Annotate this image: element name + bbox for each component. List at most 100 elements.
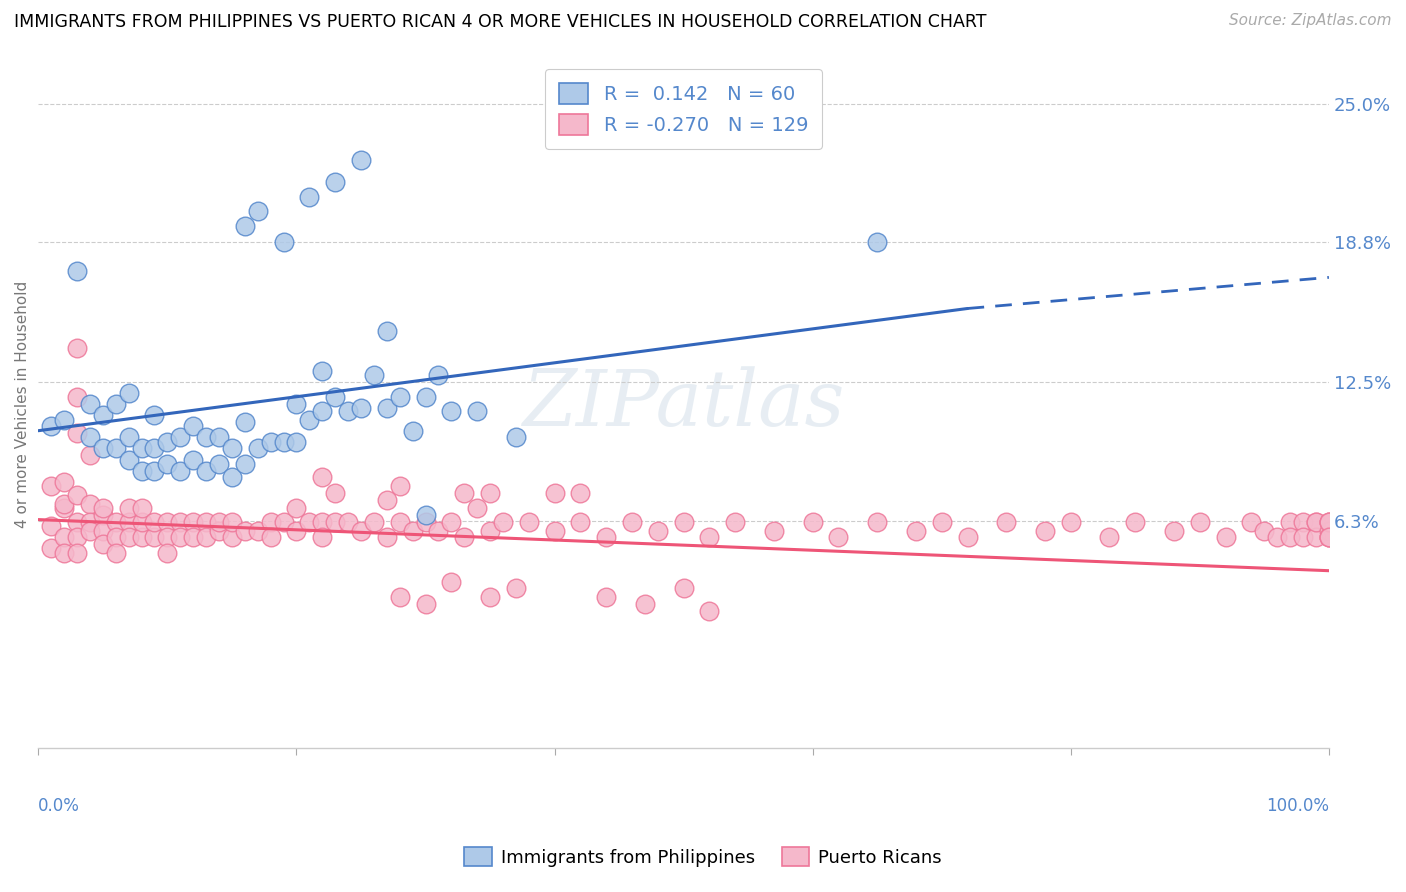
Point [246, 442, 269, 456]
Point [233, 219, 256, 234]
Point [208, 430, 231, 444]
Point [91, 537, 114, 551]
Point [66, 515, 89, 529]
Point [156, 434, 179, 449]
Point [298, 412, 321, 426]
Point [866, 515, 889, 529]
Point [415, 508, 437, 523]
Point [672, 582, 695, 596]
Point [1305, 515, 1327, 529]
Text: 100.0%: 100.0% [1265, 797, 1329, 814]
Point [505, 582, 527, 596]
Point [156, 546, 179, 560]
Point [195, 515, 218, 529]
Point [931, 515, 953, 529]
Point [465, 501, 488, 516]
Point [39, 519, 62, 533]
Point [634, 597, 657, 611]
Point [1253, 524, 1275, 538]
Point [492, 515, 515, 529]
Point [273, 515, 295, 529]
Point [118, 530, 141, 544]
Point [79, 448, 101, 462]
Point [350, 153, 373, 167]
Point [543, 524, 565, 538]
Point [375, 530, 398, 544]
Point [233, 457, 256, 471]
Point [1240, 515, 1263, 529]
Point [1305, 515, 1327, 529]
Point [311, 515, 333, 529]
Point [1188, 515, 1211, 529]
Point [79, 497, 101, 511]
Text: ZIPatlas: ZIPatlas [523, 366, 845, 442]
Point [79, 524, 101, 538]
Point [375, 492, 398, 507]
Point [337, 403, 360, 417]
Point [453, 486, 475, 500]
Point [143, 442, 166, 456]
Point [104, 442, 127, 456]
Point [1305, 530, 1327, 544]
Point [543, 486, 565, 500]
Point [479, 524, 502, 538]
Point [569, 515, 592, 529]
Point [104, 397, 127, 411]
Point [79, 515, 101, 529]
Point [91, 408, 114, 422]
Point [181, 452, 204, 467]
Point [479, 486, 502, 500]
Point [1317, 524, 1340, 538]
Point [91, 524, 114, 538]
Point [427, 368, 450, 383]
Point [505, 430, 527, 444]
Point [131, 530, 153, 544]
Point [699, 530, 721, 544]
Point [91, 501, 114, 516]
Point [363, 515, 385, 529]
Point [388, 479, 411, 493]
Point [131, 442, 153, 456]
Text: 0.0%: 0.0% [38, 797, 80, 814]
Point [298, 190, 321, 204]
Point [569, 486, 592, 500]
Point [1317, 515, 1340, 529]
Point [866, 235, 889, 249]
Point [273, 235, 295, 249]
Point [620, 515, 643, 529]
Point [311, 470, 333, 484]
Point [1317, 530, 1340, 544]
Point [323, 390, 346, 404]
Point [66, 263, 89, 277]
Point [311, 364, 333, 378]
Point [1163, 524, 1185, 538]
Point [285, 524, 308, 538]
Point [415, 515, 437, 529]
Point [1279, 530, 1302, 544]
Point [453, 530, 475, 544]
Point [323, 515, 346, 529]
Point [53, 475, 76, 489]
Point [118, 452, 141, 467]
Point [1060, 515, 1083, 529]
Legend: R =  0.142   N = 60, R = -0.270   N = 129: R = 0.142 N = 60, R = -0.270 N = 129 [546, 70, 823, 149]
Point [388, 515, 411, 529]
Point [131, 515, 153, 529]
Point [195, 430, 218, 444]
Point [479, 591, 502, 605]
Point [246, 524, 269, 538]
Point [259, 515, 281, 529]
Point [39, 479, 62, 493]
Point [311, 530, 333, 544]
Point [375, 401, 398, 416]
Point [233, 415, 256, 429]
Point [1317, 530, 1340, 544]
Point [91, 442, 114, 456]
Point [79, 397, 101, 411]
Point [311, 403, 333, 417]
Point [118, 515, 141, 529]
Point [1292, 515, 1315, 529]
Point [104, 546, 127, 560]
Point [169, 530, 191, 544]
Point [169, 430, 191, 444]
